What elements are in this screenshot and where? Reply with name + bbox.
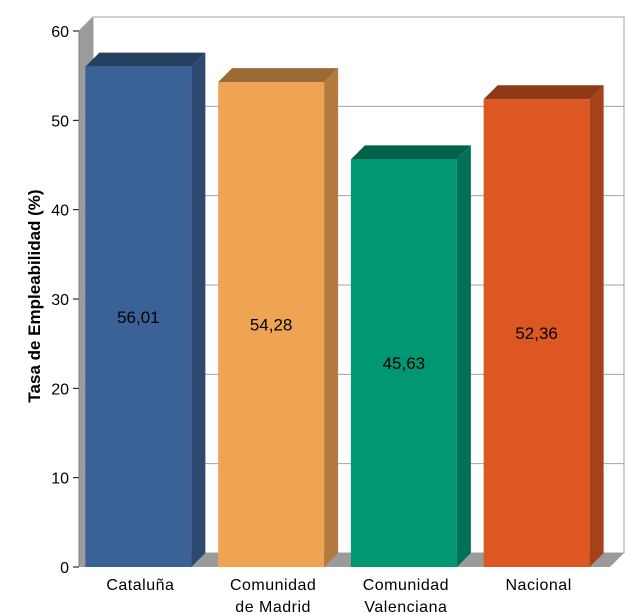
bar-top xyxy=(350,145,471,160)
y-tick-label: 0 xyxy=(60,560,69,577)
bar-front xyxy=(218,82,325,567)
bar-top xyxy=(218,68,339,83)
bar-side xyxy=(589,85,604,567)
bar-side xyxy=(324,68,339,567)
y-tick-label: 50 xyxy=(51,113,69,130)
bar-top xyxy=(483,85,604,100)
bar-side xyxy=(456,145,471,567)
x-category-label: Comunidad xyxy=(230,577,316,594)
data-label: 45,63 xyxy=(383,354,426,373)
x-axis-categories: Cataluña Comunidad de Madrid Comunidad Valen… xyxy=(106,577,571,615)
x-category-label: Valenciana xyxy=(364,599,447,615)
bar-side xyxy=(191,52,206,568)
x-category-label: de Madrid xyxy=(235,599,311,615)
y-tick-label: 10 xyxy=(51,471,69,488)
y-tick-label: 20 xyxy=(51,381,69,398)
y-tick-label: 60 xyxy=(51,24,69,41)
bar xyxy=(218,68,339,567)
bar xyxy=(85,52,206,568)
gridline-depth xyxy=(78,16,94,32)
bar xyxy=(483,85,604,567)
bars xyxy=(85,52,604,568)
x-category-label: Nacional xyxy=(505,577,571,594)
data-label: 54,28 xyxy=(250,316,293,335)
data-label: 52,36 xyxy=(515,324,558,343)
y-axis-title: Tasa de Empleabilidad (%) xyxy=(25,189,44,402)
x-category-label: Comunidad xyxy=(363,577,449,594)
bar-top xyxy=(85,52,206,67)
y-tick-label: 40 xyxy=(51,203,69,220)
data-labels: 56,01 54,28 45,63 52,36 xyxy=(117,308,558,373)
y-axis: 0 10 20 30 40 50 60 xyxy=(51,24,80,577)
bar-front xyxy=(350,159,457,567)
data-label: 56,01 xyxy=(117,308,160,327)
bar-front xyxy=(85,66,192,568)
bar xyxy=(350,145,471,567)
x-category-label: Cataluña xyxy=(106,577,174,594)
bar-front xyxy=(483,99,590,567)
y-tick-label: 30 xyxy=(51,292,69,309)
